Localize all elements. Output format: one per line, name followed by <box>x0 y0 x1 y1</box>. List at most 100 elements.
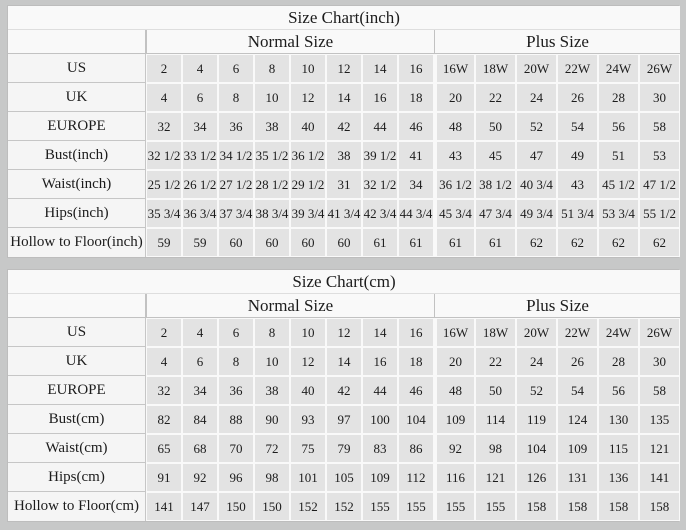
data-cell: 4 <box>146 347 182 376</box>
data-cell: 33 1/2 <box>182 141 218 170</box>
data-cell: 50 <box>475 376 516 405</box>
plus-size-header: Plus Size <box>434 294 681 318</box>
data-cell: 25 1/2 <box>146 170 182 199</box>
data-cell: 88 <box>218 405 254 434</box>
data-cell: 59 <box>182 228 218 257</box>
data-cell: 158 <box>516 492 557 521</box>
data-cell: 10 <box>254 347 290 376</box>
data-cell: 35 3/4 <box>146 199 182 228</box>
data-cell: 6 <box>182 347 218 376</box>
row-label: US <box>8 318 146 347</box>
plus-size-header: Plus Size <box>434 30 681 54</box>
data-cell: 70 <box>218 434 254 463</box>
data-cell: 47 3/4 <box>475 199 516 228</box>
data-cell: 8 <box>254 318 290 347</box>
data-cell: 40 3/4 <box>516 170 557 199</box>
chart-title-row: Size Chart(cm) <box>8 270 681 294</box>
data-cell: 50 <box>475 112 516 141</box>
data-cell: 36 <box>218 376 254 405</box>
table-row: Waist(inch) 25 1/2 26 1/2 27 1/2 28 1/2 29 1/… <box>8 170 681 199</box>
data-cell: 121 <box>475 463 516 492</box>
table-row: Hips(cm) 91 92 96 98 101 105 109 112 116 121 126 131… <box>8 463 681 492</box>
row-label: EUROPE <box>8 112 146 141</box>
data-cell: 62 <box>516 228 557 257</box>
data-cell: 20 <box>434 83 475 112</box>
data-cell: 158 <box>598 492 639 521</box>
data-cell: 6 <box>218 318 254 347</box>
data-cell: 86 <box>398 434 434 463</box>
data-cell: 24W <box>598 54 639 83</box>
table-row: Waist(cm) 65 68 70 72 75 79 83 86 92 98 104 109 115 12… <box>8 434 681 463</box>
data-cell: 48 <box>434 112 475 141</box>
data-cell: 35 1/2 <box>254 141 290 170</box>
size-chart-inch-table: Size Chart(inch) Normal Size Plus Size US 2 4… <box>8 6 681 257</box>
data-cell: 28 <box>598 83 639 112</box>
data-cell: 38 3/4 <box>254 199 290 228</box>
data-cell: 27 1/2 <box>218 170 254 199</box>
data-cell: 114 <box>475 405 516 434</box>
data-cell: 152 <box>326 492 362 521</box>
data-cell: 32 <box>146 112 182 141</box>
data-cell: 100 <box>362 405 398 434</box>
corner-cell <box>8 30 146 54</box>
data-cell: 54 <box>557 376 598 405</box>
data-cell: 45 1/2 <box>598 170 639 199</box>
data-cell: 75 <box>290 434 326 463</box>
data-cell: 109 <box>557 434 598 463</box>
row-label: US <box>8 54 146 83</box>
data-cell: 20W <box>516 318 557 347</box>
data-cell: 32 <box>146 376 182 405</box>
data-cell: 26W <box>639 318 681 347</box>
data-cell: 8 <box>218 347 254 376</box>
data-cell: 26 <box>557 83 598 112</box>
data-cell: 4 <box>182 318 218 347</box>
data-cell: 43 <box>434 141 475 170</box>
data-cell: 84 <box>182 405 218 434</box>
data-cell: 136 <box>598 463 639 492</box>
data-cell: 14 <box>326 83 362 112</box>
data-cell: 61 <box>398 228 434 257</box>
data-cell: 26 <box>557 347 598 376</box>
data-cell: 2 <box>146 318 182 347</box>
data-cell: 61 <box>434 228 475 257</box>
data-cell: 18W <box>475 54 516 83</box>
data-cell: 16 <box>362 83 398 112</box>
row-label: UK <box>8 83 146 112</box>
data-cell: 42 3/4 <box>362 199 398 228</box>
data-cell: 40 <box>290 112 326 141</box>
data-cell: 141 <box>146 492 182 521</box>
data-cell: 22 <box>475 83 516 112</box>
data-cell: 61 <box>475 228 516 257</box>
data-cell: 34 <box>398 170 434 199</box>
corner-cell <box>8 294 146 318</box>
data-cell: 44 <box>362 376 398 405</box>
row-label: Bust(cm) <box>8 405 146 434</box>
data-cell: 58 <box>639 376 681 405</box>
size-chart-cm-panel: Size Chart(cm) Normal Size Plus Size US 2 4 6 8… <box>7 269 681 522</box>
data-cell: 12 <box>326 54 362 83</box>
data-cell: 58 <box>639 112 681 141</box>
size-chart-inch-panel: Size Chart(inch) Normal Size Plus Size US 2 4… <box>7 5 681 258</box>
data-cell: 53 3/4 <box>598 199 639 228</box>
data-cell: 18W <box>475 318 516 347</box>
data-cell: 44 3/4 <box>398 199 434 228</box>
data-cell: 16W <box>434 318 475 347</box>
data-cell: 79 <box>326 434 362 463</box>
row-label: Hollow to Floor(inch) <box>8 228 146 257</box>
data-cell: 8 <box>254 54 290 83</box>
row-label: UK <box>8 347 146 376</box>
chart-title-row: Size Chart(inch) <box>8 6 681 30</box>
data-cell: 98 <box>254 463 290 492</box>
data-cell: 38 <box>254 376 290 405</box>
table-row: Bust(inch) 32 1/2 33 1/2 34 1/2 35 1/2 36 1/2… <box>8 141 681 170</box>
table-row: US 2 4 6 8 10 12 14 16 16W 18W 20W 22W 24W 26W <box>8 54 681 83</box>
data-cell: 53 <box>639 141 681 170</box>
data-cell: 119 <box>516 405 557 434</box>
data-cell: 39 3/4 <box>290 199 326 228</box>
data-cell: 112 <box>398 463 434 492</box>
data-cell: 36 1/2 <box>290 141 326 170</box>
row-label: Hips(inch) <box>8 199 146 228</box>
data-cell: 56 <box>598 376 639 405</box>
data-cell: 8 <box>218 83 254 112</box>
data-cell: 38 1/2 <box>475 170 516 199</box>
